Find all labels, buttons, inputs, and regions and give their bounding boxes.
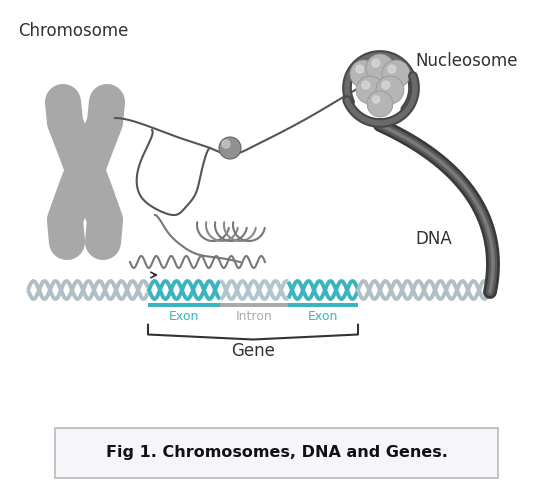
- Text: Chromosome: Chromosome: [18, 22, 128, 40]
- Circle shape: [356, 76, 384, 104]
- Circle shape: [362, 81, 370, 89]
- Circle shape: [350, 60, 378, 88]
- Text: DNA: DNA: [415, 230, 452, 248]
- Circle shape: [219, 137, 241, 159]
- Circle shape: [367, 91, 393, 117]
- Circle shape: [373, 96, 380, 103]
- Circle shape: [222, 140, 230, 148]
- Circle shape: [356, 65, 364, 73]
- Circle shape: [372, 59, 380, 67]
- Circle shape: [376, 76, 404, 104]
- Circle shape: [366, 54, 394, 82]
- Circle shape: [382, 60, 410, 88]
- Text: Nucleosome: Nucleosome: [415, 52, 518, 70]
- Text: Exon: Exon: [169, 311, 199, 324]
- Circle shape: [382, 81, 390, 89]
- Circle shape: [388, 65, 396, 73]
- Text: Fig 1. Chromosomes, DNA and Genes.: Fig 1. Chromosomes, DNA and Genes.: [106, 445, 447, 460]
- FancyBboxPatch shape: [55, 428, 498, 478]
- Bar: [288, 303, 358, 307]
- Text: Intron: Intron: [236, 311, 273, 324]
- Text: Gene: Gene: [231, 343, 275, 361]
- Bar: [220, 303, 288, 307]
- Bar: [148, 303, 220, 307]
- Text: Exon: Exon: [308, 311, 338, 324]
